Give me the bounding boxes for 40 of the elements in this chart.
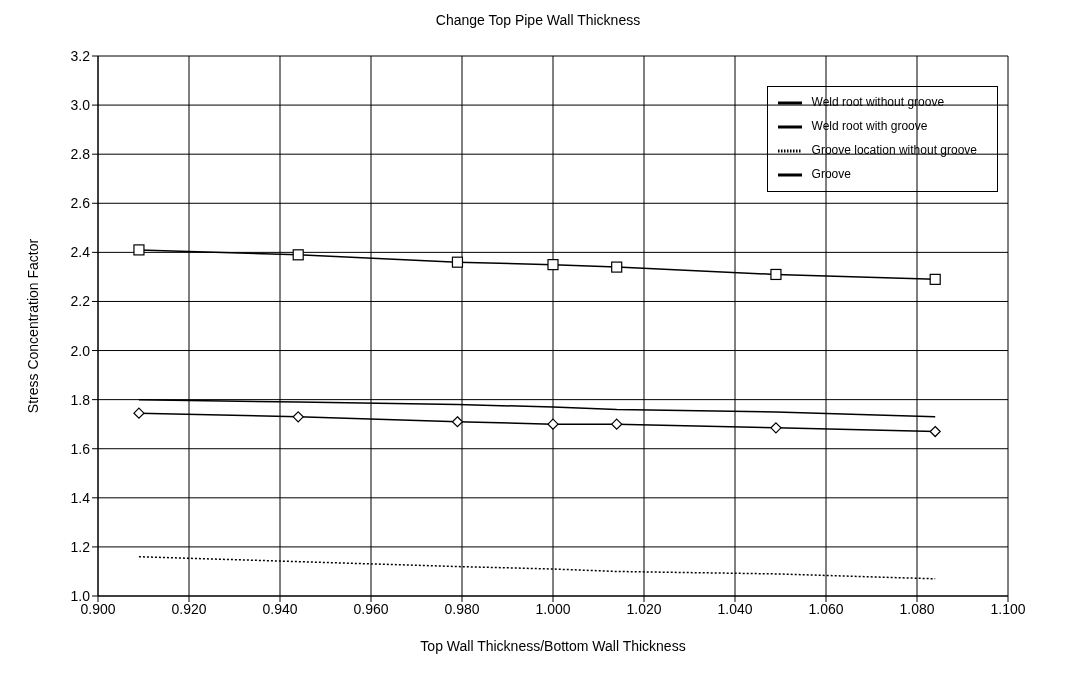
point (547, 259, 559, 271)
x-tick-label: 0.940 (262, 600, 298, 617)
x-tick-label: 0.960 (353, 600, 389, 617)
point (929, 273, 941, 285)
point (292, 249, 304, 261)
point (451, 256, 464, 268)
x-tick-label: 0.980 (444, 600, 480, 617)
legend-label: Weld root with groove (811, 119, 928, 134)
y-tick-label: 1.4 (70, 489, 91, 506)
x-tick-label: 0.920 (171, 600, 207, 617)
y-tick-label: 3.2 (70, 47, 91, 64)
x-tick-label: 1.060 (808, 600, 844, 617)
y-axis-title: Stress Concentration Factor (24, 238, 41, 414)
y-tick-label: 2.2 (70, 293, 91, 310)
y-tick-label: 1.8 (70, 391, 91, 408)
y-tick-label: 2.8 (70, 146, 91, 163)
legend-label: Groove location without groove (811, 143, 977, 158)
point (929, 425, 941, 438)
point (611, 418, 623, 430)
point (133, 244, 145, 256)
y-tick-label: 2.4 (70, 244, 91, 261)
y-tick-label: 1.6 (70, 440, 91, 457)
chart-title: Change Top Pipe Wall Thickness (434, 11, 642, 30)
y-tick-label: 3.0 (70, 97, 91, 114)
x-tick-label: 1.040 (717, 600, 753, 617)
point (611, 261, 623, 273)
y-tick-label: 2.0 (70, 342, 91, 359)
point (547, 418, 559, 430)
x-tick-label: 1.000 (535, 600, 571, 617)
y-tick-label: 2.6 (70, 195, 91, 212)
point (770, 422, 782, 434)
point (451, 416, 464, 428)
y-tick-label: 1.2 (70, 538, 91, 555)
point (770, 268, 782, 281)
x-tick-label: 1.020 (626, 600, 662, 617)
x-tick-label: 1.080 (899, 600, 935, 617)
x-tick-label: 1.100 (990, 600, 1026, 617)
legend-label: Groove (811, 167, 851, 182)
x-axis-title: Top Wall Thickness/Bottom Wall Thickness (420, 638, 686, 654)
point (292, 411, 304, 423)
